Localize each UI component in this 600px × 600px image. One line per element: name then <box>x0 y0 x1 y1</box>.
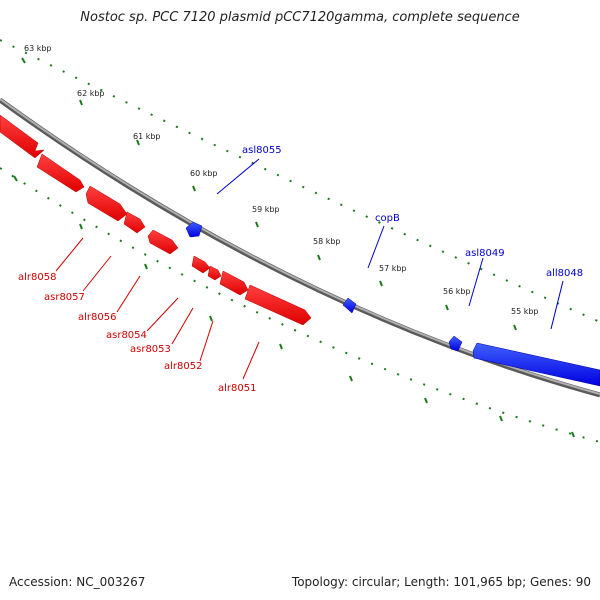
forward-label-leaders <box>55 237 260 380</box>
gene-arrow-asr8057[interactable] <box>36 153 85 193</box>
gene-label-asr8054[interactable]: asr8054 <box>106 330 147 341</box>
gene-label-asr8057[interactable]: asr8057 <box>44 292 85 303</box>
gene-label-asl8055[interactable]: asl8055 <box>242 145 282 156</box>
gene-arrow-alr8052[interactable] <box>191 255 211 274</box>
scale-label-55kbp: 55 kbp <box>511 307 539 316</box>
forward-strand-genes <box>0 114 312 326</box>
reverse-label-leaders <box>216 158 564 330</box>
gene-arrow-alr8056[interactable] <box>85 185 128 222</box>
gene-label-alr8058[interactable]: alr8058 <box>18 272 56 283</box>
outer-major-ticks <box>21 57 517 331</box>
gene-arrow-alr8052b[interactable] <box>207 265 222 281</box>
inner-major-ticks <box>13 175 575 438</box>
gene-label-asr8053[interactable]: asr8053 <box>130 344 171 355</box>
scale-label-58kbp: 58 kbp <box>313 237 341 246</box>
scale-label-63kbp: 63 kbp <box>24 44 52 53</box>
gene-arrow-alr8058[interactable] <box>0 114 45 159</box>
gene-label-alr8051[interactable]: alr8051 <box>218 383 256 394</box>
gene-arrow-asl8055[interactable] <box>185 221 203 238</box>
gene-label-alr8056[interactable]: alr8056 <box>78 312 116 323</box>
gene-arrow-alr8051a[interactable] <box>219 270 249 296</box>
gene-arrow-copB[interactable] <box>342 297 357 314</box>
plasmid-backbone <box>0 97 600 398</box>
gene-label-copB[interactable]: copB <box>375 213 400 224</box>
scale-label-60kbp: 60 kbp <box>190 169 218 178</box>
gene-arrow-asr8054[interactable] <box>123 211 146 234</box>
gene-arrow-alr8051[interactable] <box>244 284 312 326</box>
gene-arrow-asr8053[interactable] <box>147 229 179 255</box>
gene-label-asl8049[interactable]: asl8049 <box>465 248 505 259</box>
scale-label-57kbp: 57 kbp <box>379 264 407 273</box>
scale-label-61kbp: 61 kbp <box>133 132 161 141</box>
gene-label-all8048[interactable]: all8048 <box>546 268 583 279</box>
map-title: Nostoc sp. PCC 7120 plasmid pCC7120gamma… <box>80 10 520 25</box>
scale-label-62kbp: 62 kbp <box>77 89 105 98</box>
topology-summary: Topology: circular; Length: 101,965 bp; … <box>291 575 591 589</box>
inner-scale-ring <box>0 167 600 443</box>
scale-label-59kbp: 59 kbp <box>252 205 280 214</box>
reverse-strand-genes <box>185 221 600 387</box>
gene-arrow-asl8049[interactable] <box>448 335 463 352</box>
scale-label-56kbp: 56 kbp <box>443 287 471 296</box>
gene-label-alr8052[interactable]: alr8052 <box>164 361 202 372</box>
accession-text: Accession: NC_003267 <box>9 575 146 589</box>
gene-arrow-all8048[interactable] <box>472 342 600 387</box>
